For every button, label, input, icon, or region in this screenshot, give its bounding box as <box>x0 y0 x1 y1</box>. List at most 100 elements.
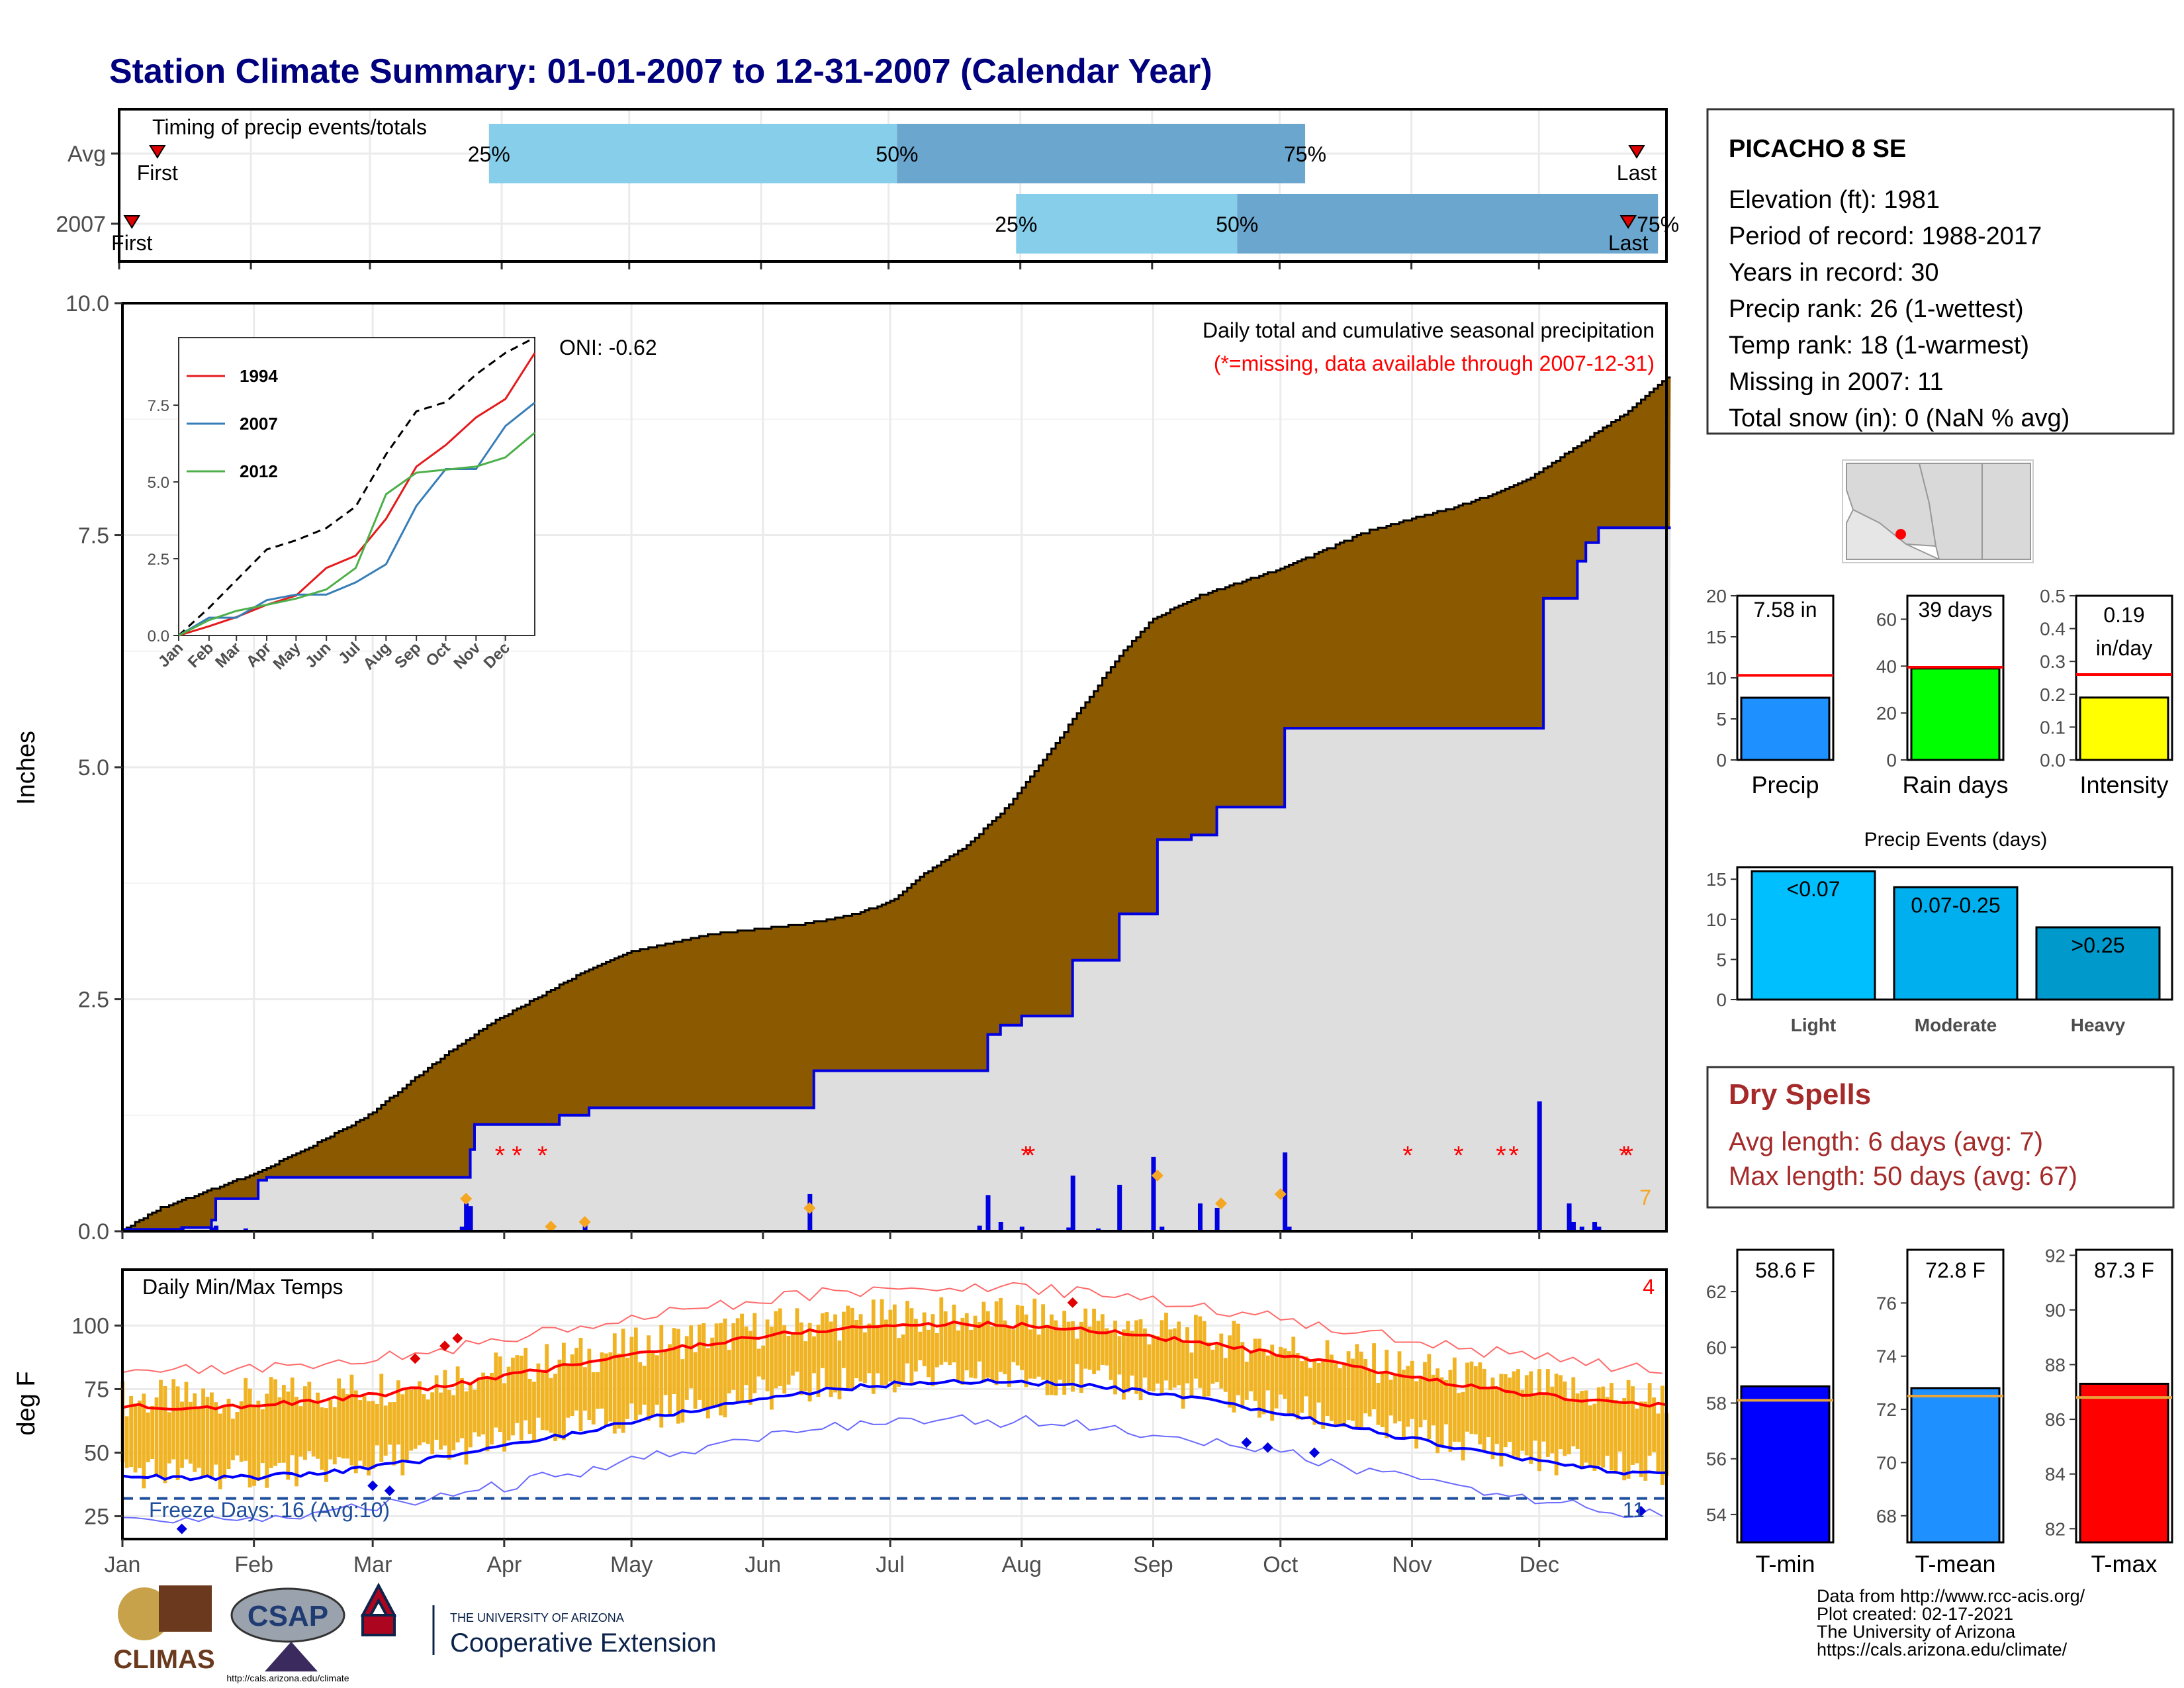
y-tick-label: 68 <box>1876 1506 1897 1526</box>
daily-temp-bar <box>612 1333 617 1434</box>
daily-temp-bar <box>1300 1361 1304 1413</box>
daily-precip-bar <box>1117 1184 1122 1231</box>
footer-line: The University of Arizona <box>1817 1622 2016 1642</box>
y-tick-label: 0.3 <box>2040 651 2066 672</box>
daily-temp-bar <box>184 1382 189 1460</box>
daily-temp-bar <box>948 1324 952 1366</box>
daily-temp-bar <box>714 1323 719 1408</box>
timing-panel: 25% 50% 75% First Last Avg 25% 50% 75% First Last 2… <box>56 108 1679 269</box>
dry-spells-box: Dry Spells Avg length: 6 days (avg: 7) Max… <box>1706 1066 2175 1209</box>
daily-temp-bar <box>375 1403 379 1446</box>
daily-temp-bar <box>1177 1321 1181 1385</box>
daily-temp-bar <box>316 1392 320 1459</box>
legend-label: 2007 <box>240 414 278 434</box>
missing-note: (*=missing, data available through 2007-… <box>1214 352 1655 375</box>
event-bar-label: >0.25 <box>2071 933 2125 957</box>
daily-temp-bar <box>167 1412 171 1464</box>
daily-temp-bar <box>154 1397 159 1475</box>
daily-temp-bar <box>1330 1354 1334 1421</box>
daily-temp-bar <box>1032 1298 1037 1379</box>
station-info-box: PICACHO 8 SE Elevation (ft): 1981 Period o… <box>1706 108 2175 435</box>
location-map <box>1842 459 2034 563</box>
ua-logo-mark <box>360 1582 397 1617</box>
daily-temp-bar <box>124 1416 129 1468</box>
map-state-east <box>1981 463 2031 560</box>
daily-temp-bar <box>1512 1371 1516 1456</box>
daily-temp-bar <box>1202 1321 1206 1397</box>
daily-temp-bar <box>201 1388 205 1478</box>
summary-bar <box>1740 696 1831 761</box>
daily-precip-bar <box>1570 1221 1576 1231</box>
daily-temp-bar <box>332 1407 337 1465</box>
summary-value: 39 days <box>1918 598 1992 622</box>
y-tick-label: 0.0 <box>78 1219 109 1244</box>
daily-temp-bar <box>744 1326 749 1385</box>
average-cumulative-line <box>122 376 1671 1233</box>
timing-bar-50-75 <box>897 124 1306 183</box>
daily-temp-bar <box>1304 1356 1308 1397</box>
tempbar-label: T-min <box>1756 1550 1815 1577</box>
daily-temp-bar <box>981 1301 986 1383</box>
daily-temp-bar <box>235 1412 240 1456</box>
daily-temp-bar <box>1610 1383 1614 1471</box>
daily-temp-bar <box>1244 1362 1249 1400</box>
event-marker <box>460 1192 473 1205</box>
daily-temp-bar <box>1452 1357 1457 1442</box>
event-marker <box>803 1201 816 1214</box>
ua-small-text: THE UNIVERSITY OF ARIZONA <box>450 1611 624 1624</box>
daily-temp-bar <box>1605 1397 1610 1456</box>
daily-temp-bar <box>663 1351 668 1395</box>
first-marker <box>123 215 141 229</box>
daily-temp-bar <box>994 1301 999 1385</box>
month-label: Apr <box>486 1552 522 1577</box>
daily-temp-bar <box>337 1378 341 1458</box>
daily-temp-bar <box>1151 1335 1156 1392</box>
daily-temp-bar <box>693 1352 698 1409</box>
daily-temp-bar <box>570 1354 574 1417</box>
daily-temp-bar <box>286 1391 291 1480</box>
daily-temp-bar <box>756 1348 761 1377</box>
daily-temp-bar <box>909 1308 914 1385</box>
dry-spells-title: Dry Spells <box>1729 1078 1871 1111</box>
daily-temp-bar <box>1431 1374 1435 1426</box>
daily-temp-bar <box>803 1341 808 1391</box>
daily-temp-bar <box>1575 1393 1580 1449</box>
daily-temp-bar <box>540 1372 545 1430</box>
record-high-marker <box>410 1353 421 1364</box>
month-label: Mar <box>353 1552 392 1577</box>
daily-precip-bar <box>1019 1226 1024 1231</box>
summary-bar <box>2079 696 2169 761</box>
daily-temp-bar <box>1363 1359 1368 1414</box>
daily-temp-bar <box>943 1311 948 1362</box>
y-tick-label: 88 <box>2045 1354 2066 1375</box>
y-tick-label: 2.5 <box>78 988 109 1013</box>
inset-x-tick-label: Nov <box>450 639 484 673</box>
daily-temp-bar <box>922 1312 927 1366</box>
daily-temp-bar <box>1427 1354 1432 1440</box>
y-tick-label: 75 <box>84 1377 109 1402</box>
missing-marker: * <box>1496 1141 1506 1170</box>
daily-temp-bar <box>854 1320 859 1379</box>
y-tick-label: 74 <box>1876 1346 1897 1367</box>
record-low-marker <box>1309 1447 1320 1458</box>
daily-temp-bar <box>1265 1355 1270 1391</box>
events-title: Precip Events (days) <box>1864 829 2048 851</box>
daily-temp-bar <box>146 1412 150 1462</box>
daily-temp-bar <box>481 1372 485 1434</box>
daily-temp-bar <box>1215 1344 1219 1383</box>
daily-temp-bar <box>1045 1325 1050 1395</box>
daily-temp-bar <box>1631 1386 1635 1465</box>
last-marker <box>1628 145 1645 159</box>
daily-temp-bar <box>1541 1395 1546 1442</box>
daily-temp-bar <box>1482 1368 1486 1450</box>
tempbar-bar <box>2079 1382 2169 1544</box>
daily-temp-bar <box>807 1323 812 1402</box>
daily-temp-bar <box>600 1352 604 1409</box>
average-max-line <box>122 1320 1667 1411</box>
daily-temp-bar <box>1563 1382 1567 1456</box>
daily-temp-bar <box>129 1395 134 1468</box>
daily-temp-bar <box>1367 1370 1372 1417</box>
missing-marker: * <box>1453 1141 1464 1170</box>
inset-series-2007 <box>178 402 535 637</box>
daily-temp-bar <box>999 1297 1003 1372</box>
